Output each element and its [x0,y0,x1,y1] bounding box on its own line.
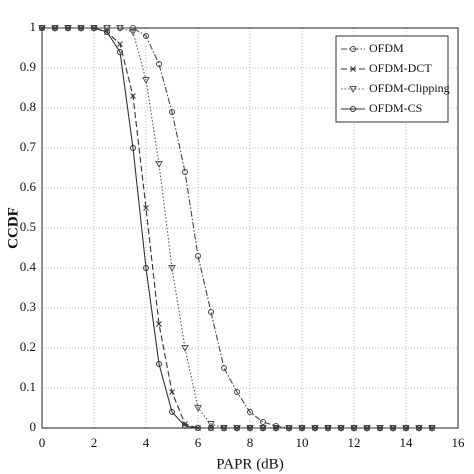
legend-label: OFDM-Clipping [369,81,450,95]
marker [299,425,305,431]
legend-label: OFDM-CS [369,101,422,115]
marker [143,33,149,39]
series-line [42,27,432,429]
marker [260,425,266,431]
x-tick-label: 16 [452,435,466,450]
legend-label: OFDM-DCT [369,61,432,75]
x-tick-label: 4 [143,435,150,450]
x-axis-label: PAPR (dB) [216,456,283,472]
marker [182,423,188,429]
marker [208,425,214,431]
marker [349,86,357,94]
marker [390,425,396,431]
marker [351,425,357,431]
marker [350,66,356,72]
x-tick-label: 0 [39,435,46,450]
y-tick-label: 0.7 [20,139,37,154]
marker [181,345,189,353]
marker [286,425,292,431]
marker [39,25,45,31]
y-axis-label: CCDF [5,207,21,249]
marker [350,46,356,52]
marker [416,425,422,431]
marker [403,425,409,431]
marker [273,425,279,431]
legend-label: OFDM [369,41,404,55]
y-tick-label: 0.8 [20,99,36,114]
marker [429,425,435,431]
marker [247,409,253,415]
marker [377,425,383,431]
marker [130,145,136,151]
marker [143,265,149,271]
y-tick-label: 0.5 [20,219,36,234]
x-tick-label: 2 [91,435,98,450]
marker [247,425,253,431]
marker [103,25,111,33]
y-tick-label: 1 [30,19,37,34]
y-tick-label: 0.9 [20,59,36,74]
marker [338,425,344,431]
marker [130,25,136,31]
marker [143,205,149,211]
marker [142,77,150,85]
x-tick-label: 6 [195,435,202,450]
y-tick-label: 0.1 [20,379,36,394]
marker [117,41,123,47]
marker [52,25,58,31]
marker [130,93,136,99]
y-tick-label: 0.2 [20,339,36,354]
marker [169,409,175,415]
x-tick-label: 10 [296,435,309,450]
marker [364,425,370,431]
x-tick-label: 12 [348,435,361,450]
marker [78,25,84,31]
y-tick-label: 0 [30,419,37,434]
marker [117,49,123,55]
marker [312,425,318,431]
marker [194,405,202,413]
marker [207,421,215,429]
marker [260,419,266,425]
marker [195,425,201,431]
y-tick-label: 0.6 [20,179,37,194]
marker [156,61,162,67]
marker [182,169,188,175]
marker [208,309,214,315]
marker [156,321,162,327]
marker [169,109,175,115]
x-tick-label: 8 [247,435,254,450]
marker [155,161,163,169]
marker [350,106,356,112]
marker [104,29,110,35]
marker [116,25,124,33]
marker [65,25,71,31]
marker [169,389,175,395]
x-tick-label: 14 [400,435,414,450]
marker [195,253,201,259]
marker [221,365,227,371]
marker [156,361,162,367]
series-line [42,27,432,429]
marker [325,425,331,431]
marker [168,265,176,273]
marker [234,425,240,431]
marker [234,389,240,395]
marker [221,425,227,431]
y-tick-label: 0.4 [20,259,37,274]
y-tick-label: 0.3 [20,299,36,314]
marker [129,29,137,37]
marker [91,25,97,31]
